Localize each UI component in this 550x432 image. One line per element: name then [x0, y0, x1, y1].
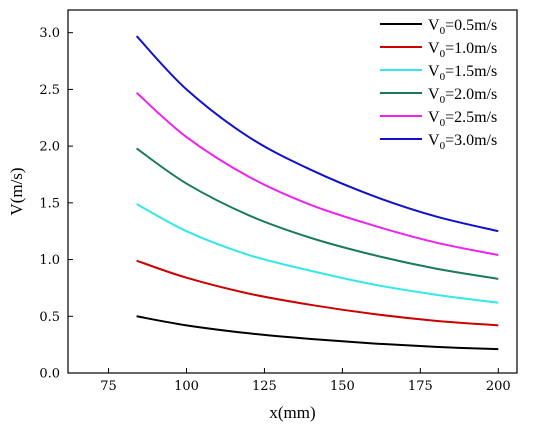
- legend-label-subscript: 0: [440, 25, 446, 37]
- legend-label-suffix: =2.5m/s: [445, 109, 497, 126]
- legend-label: V0=3.0m/s: [428, 132, 497, 152]
- x-axis-title: x(mm): [269, 403, 315, 422]
- series-line-5: [135, 35, 499, 233]
- x-tick-label: 100: [174, 379, 199, 394]
- legend-label-prefix: V: [428, 63, 440, 80]
- legend-label-suffix: =1.5m/s: [445, 63, 497, 80]
- y-tick-label: 0.5: [39, 310, 60, 325]
- legend-label: V0=0.5m/s: [428, 17, 497, 37]
- legend-label: V0=2.0m/s: [428, 86, 497, 106]
- y-tick-label: 1.5: [39, 196, 60, 211]
- legend-entry: V0=1.0m/s: [380, 40, 497, 60]
- legend-label-subscript: 0: [440, 48, 446, 60]
- legend-label-prefix: V: [428, 109, 440, 126]
- y-axis-title: V(m/s): [7, 167, 26, 215]
- y-tick-label: 1.0: [39, 253, 60, 268]
- x-tick-label: 150: [330, 379, 355, 394]
- y-axis-ticks: 0.0 0.5 1.0 1.5 2.0 2.5 3.0: [39, 26, 73, 382]
- series-line-1: [136, 259, 499, 327]
- legend-label: V0=1.0m/s: [428, 40, 497, 60]
- legend-label-suffix: =3.0m/s: [445, 132, 497, 149]
- legend-label-subscript: 0: [440, 94, 446, 106]
- legend-entry: V0=2.0m/s: [380, 86, 497, 106]
- legend-label-prefix: V: [428, 40, 440, 57]
- legend-entry: V0=3.0m/s: [380, 132, 497, 152]
- plot-frame: [67, 9, 518, 374]
- x-tick-label: 75: [100, 379, 117, 394]
- legend-label-subscript: 0: [440, 71, 446, 83]
- legend-label-suffix: =1.0m/s: [445, 40, 497, 57]
- legend-label: V0=2.5m/s: [428, 109, 497, 129]
- legend-label-suffix: =0.5m/s: [445, 17, 497, 34]
- legend-label-subscript: 0: [440, 140, 446, 152]
- x-tick-label: 125: [252, 379, 277, 394]
- legend: V0=0.5m/sV0=1.0m/sV0=1.5m/sV0=2.0m/sV0=2…: [380, 17, 497, 152]
- legend-label-prefix: V: [428, 132, 440, 149]
- legend-entry: V0=1.5m/s: [380, 63, 497, 83]
- series-line-2: [136, 203, 499, 304]
- legend-entry: V0=0.5m/s: [380, 17, 497, 37]
- legend-label-suffix: =2.0m/s: [445, 86, 497, 103]
- legend-label-prefix: V: [428, 17, 440, 34]
- plot-border: [67, 9, 518, 374]
- legend-entry: V0=2.5m/s: [380, 109, 497, 129]
- series-line-0: [136, 315, 499, 351]
- x-axis-ticks: 75 100 125 150 175 200: [100, 368, 511, 394]
- legend-label-subscript: 0: [440, 117, 446, 129]
- series-line-3: [136, 147, 499, 280]
- series-line-4: [135, 92, 499, 257]
- y-tick-label: 0.0: [39, 367, 60, 382]
- y-tick-label: 3.0: [39, 26, 60, 41]
- x-tick-label: 175: [408, 379, 433, 394]
- legend-label-prefix: V: [428, 86, 440, 103]
- y-tick-label: 2.5: [39, 83, 60, 98]
- y-tick-label: 2.0: [39, 140, 60, 155]
- legend-label: V0=1.5m/s: [428, 63, 497, 83]
- x-tick-label: 200: [486, 379, 511, 394]
- series-lines: [135, 35, 499, 351]
